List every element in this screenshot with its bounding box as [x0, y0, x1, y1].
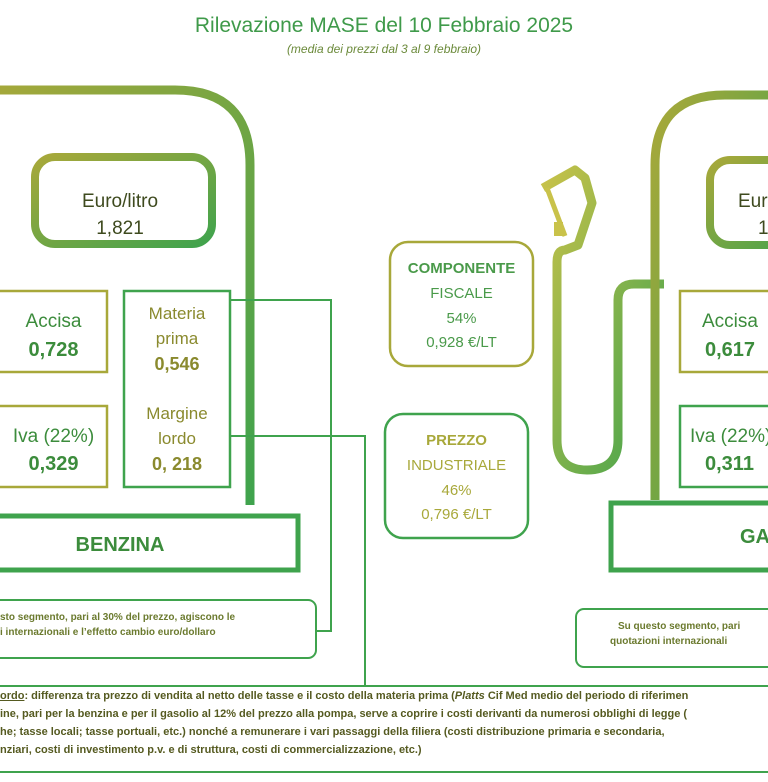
footnote: ordo: differenza tra prezzo di vendita a…	[0, 687, 768, 759]
gasolio-name: GA	[740, 526, 768, 548]
gasolio-iva-label: Iva (22%)	[690, 426, 768, 447]
gasolio-iva-box	[678, 404, 768, 489]
benzina-materia-label-1: Materia	[148, 304, 206, 323]
gasolio-note-line-2: quotazioni internazionali	[610, 636, 728, 647]
gasolio-display-frame	[706, 156, 768, 249]
gasolio-note-box	[575, 608, 768, 668]
benzina-accisa-box	[0, 289, 109, 374]
componente-fiscale-percent: 54%	[446, 310, 477, 327]
benzina-margine-value: 0, 218	[151, 454, 203, 474]
gasolio-euro-label: Eur	[738, 191, 768, 212]
benzina-industriale-box	[122, 289, 232, 489]
nozzle	[540, 165, 664, 475]
benzina-note-line-2: i internazionali e l’effetto cambio euro…	[0, 627, 216, 638]
benzina-materia-label-2: prima	[155, 329, 199, 348]
benzina-materia-value: 0,546	[154, 354, 200, 374]
benzina-name: BENZINA	[75, 534, 165, 556]
componente-fiscale-value: 0,928 €/LT	[426, 334, 497, 351]
benzina-pump-body	[0, 85, 255, 505]
gasolio-base	[608, 500, 768, 573]
benzina-iva-value: 0,329	[28, 453, 79, 475]
prezzo-industriale-box	[383, 412, 530, 540]
page-subtitle: (media dei prezzi dal 3 al 9 febbraio)	[286, 42, 482, 56]
benzina-iva-box	[0, 404, 109, 489]
footnote-term: ordo	[0, 690, 25, 702]
page-title: Rilevazione MASE del 10 Febbraio 2025	[194, 14, 574, 37]
benzina-note-line-1: sto segmento, pari al 30% del prezzo, ag…	[0, 612, 236, 623]
prezzo-industriale-label-1: PREZZO	[426, 432, 487, 449]
footnote-line-1-a: : differenza tra prezzo di vendita al ne…	[24, 690, 455, 702]
gasolio-pump-body	[650, 90, 768, 500]
prezzo-industriale-value: 0,796 €/LT	[421, 506, 492, 523]
footnote-line-1-b: Cif Med medio del periodo di riferimen	[484, 690, 689, 702]
gasolio-accisa-label: Accisa	[702, 311, 758, 332]
gasolio-accisa-box	[678, 289, 768, 374]
benzina-display-frame	[31, 153, 216, 248]
gasolio-euro-value: 1	[758, 218, 768, 239]
benzina-accisa-value: 0,728	[28, 339, 79, 361]
componente-fiscale-label-1: COMPONENTE	[407, 260, 516, 277]
benzina-margine-label-1: Margine	[146, 404, 208, 423]
benzina-iva-label: Iva (22%)	[12, 426, 95, 447]
prezzo-industriale-label-2: INDUSTRIALE	[406, 457, 507, 474]
footnote-line-3: he; tasse locali; tasse portuali, etc.) …	[0, 726, 665, 738]
gasolio-note-line-1: Su questo segmento, pari	[618, 621, 741, 632]
footnote-line-2: ine, pari per la benzina e per il gasoli…	[0, 708, 688, 720]
footnote-platts: Platts	[454, 690, 485, 702]
componente-fiscale-label-2: FISCALE	[430, 285, 493, 302]
footnote-line-4: nziari, costi di investimento p.v. e di …	[0, 744, 422, 756]
benzina-euro-value: 1,821	[96, 218, 144, 239]
componente-fiscale-box	[388, 240, 535, 368]
benzina-margine-label-2: lordo	[158, 429, 196, 448]
prezzo-industriale-percent: 46%	[441, 482, 472, 499]
gasolio-iva-value: 0,311	[705, 453, 754, 475]
gasolio-accisa-value: 0,617	[705, 339, 756, 361]
benzina-base	[0, 513, 301, 573]
gasolio-note: Su questo segmento, pari quotazioni inte…	[610, 619, 768, 649]
footnote-line-1: ordo: differenza tra prezzo di vendita a…	[0, 687, 768, 705]
benzina-note-box	[0, 599, 317, 659]
benzina-accisa-label: Accisa	[25, 311, 82, 332]
benzina-euro-label: Euro/litro	[81, 191, 159, 212]
benzina-note: sto segmento, pari al 30% del prezzo, ag…	[0, 610, 310, 640]
